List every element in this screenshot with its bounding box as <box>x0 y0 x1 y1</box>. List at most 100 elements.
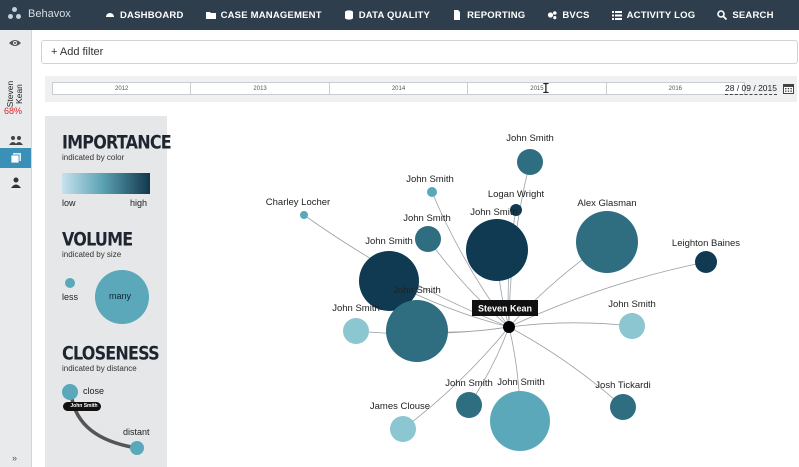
contact-node-label[interactable]: John Smith <box>497 377 545 388</box>
closeness-subtitle: indicated by distance <box>62 364 137 373</box>
closeness-distant-label: distant <box>123 427 150 437</box>
timeline-year[interactable]: 2012 <box>53 83 192 94</box>
contact-node[interactable] <box>695 251 717 273</box>
large-volume-circle <box>95 270 149 324</box>
graph-center: Steven Kean <box>472 300 538 333</box>
contact-node-label[interactable]: John Smith <box>403 213 451 224</box>
relationship-network-graph[interactable]: John Smith John Smith Logan Wright John Smi… <box>167 102 799 467</box>
nav-dashboard-label: DASHBOARD <box>120 9 184 21</box>
volume-subtitle: indicated by size <box>62 250 122 259</box>
closeness-connector <box>69 391 138 450</box>
user-icon <box>10 177 21 188</box>
contact-node-label[interactable]: John Smith <box>445 378 493 389</box>
graph-edge <box>402 326 510 430</box>
contact-node[interactable] <box>576 211 638 273</box>
closeness-close-label: close <box>83 386 105 396</box>
contact-node[interactable] <box>456 392 482 418</box>
volume-many-label: many <box>109 291 132 301</box>
people-network-button[interactable] <box>0 130 31 150</box>
nav-case-management-label: CASE MANAGEMENT <box>220 9 322 21</box>
stack-icon <box>10 153 21 164</box>
database-icon <box>344 10 353 20</box>
nav-search[interactable]: SEARCH <box>717 10 773 21</box>
timeline-year[interactable]: 2015 <box>468 83 607 94</box>
nav-reporting-label: REPORTING <box>467 9 526 21</box>
contact-node[interactable] <box>610 394 636 420</box>
importance-high-label: high <box>130 198 148 208</box>
contact-node-label[interactable]: Charley Locher <box>266 197 330 208</box>
dashboard-icon <box>106 13 114 17</box>
contact-node-label[interactable]: John Smith <box>365 236 413 247</box>
center-person-node[interactable] <box>503 321 515 333</box>
contact-node[interactable] <box>490 391 550 451</box>
legend-panel: IMPORTANCE indicated by color low high V… <box>45 116 172 467</box>
contact-node[interactable] <box>359 251 419 311</box>
contact-node-label[interactable]: Leighton Baines <box>672 238 740 249</box>
list-icon <box>611 11 622 20</box>
timeline-year[interactable]: 2014 <box>330 83 469 94</box>
contact-node-label[interactable]: Alex Glasman <box>577 198 636 209</box>
graph-edge <box>508 261 707 328</box>
cases-button[interactable] <box>0 148 31 168</box>
brand[interactable]: Behavox <box>8 7 71 21</box>
document-icon <box>454 10 461 20</box>
center-label-background <box>472 300 538 316</box>
person-name: Steven Kean <box>5 80 24 108</box>
contact-node[interactable] <box>300 211 308 219</box>
graph-edge <box>508 326 624 408</box>
timeline-panel: 2012 2013 2014 2015 2016 <box>45 76 797 102</box>
example-name-label: John Smith <box>70 403 98 409</box>
profile-button[interactable] <box>0 172 31 192</box>
add-filter-bar[interactable]: + Add filter <box>41 40 798 64</box>
contact-node[interactable] <box>427 187 437 197</box>
contact-node[interactable] <box>466 219 528 281</box>
distant-circle <box>130 441 144 455</box>
nav-reporting[interactable]: REPORTING <box>452 10 525 21</box>
users-icon <box>8 136 23 145</box>
search-icon <box>717 10 728 20</box>
contact-node[interactable] <box>386 300 448 362</box>
center-person-label[interactable]: Steven Kean <box>478 304 532 314</box>
contact-node[interactable] <box>517 149 543 175</box>
eye-icon[interactable] <box>8 38 22 48</box>
contact-node[interactable] <box>390 416 416 442</box>
timeline-year[interactable]: 2016 <box>668 85 682 92</box>
contact-node[interactable] <box>510 204 522 216</box>
behavox-logo-icon <box>8 7 22 21</box>
contact-node-label[interactable]: John Smith <box>406 174 454 185</box>
nav-data-quality-label: DATA QUALITY <box>358 9 431 21</box>
calendar-icon[interactable] <box>783 83 794 94</box>
contact-node-label[interactable]: John Smith <box>608 299 656 310</box>
nav-bvcs[interactable]: BVCS <box>547 10 589 21</box>
volume-title: VOLUME <box>62 228 133 250</box>
contact-node[interactable] <box>619 313 645 339</box>
contact-node[interactable] <box>343 318 369 344</box>
graph-nodes: John Smith John Smith Logan Wright John Smi… <box>266 133 740 451</box>
brand-name: Behavox <box>28 8 71 20</box>
contact-node-label[interactable]: James Clouse <box>370 401 430 412</box>
timeline-year[interactable]: 2013 <box>191 83 330 94</box>
example-name-pill <box>63 402 101 411</box>
contact-node-label[interactable]: John Smith <box>332 303 380 314</box>
nav-data-quality[interactable]: DATA QUALITY <box>344 10 430 21</box>
timeline-slider[interactable]: 2012 2013 2014 2015 2016 <box>52 82 745 95</box>
nav-activity-log-label: ACTIVITY LOG <box>626 9 696 21</box>
nav-dashboard[interactable]: DASHBOARD <box>105 10 184 21</box>
volume-less-label: less <box>62 292 79 302</box>
contact-node-label[interactable]: John Smith <box>470 207 518 218</box>
nav-bvcs-label: BVCS <box>562 9 590 21</box>
risk-percent: 68% <box>4 106 23 116</box>
importance-title: IMPORTANCE <box>62 131 172 153</box>
date-input[interactable]: 28 / 09 / 2015 <box>725 83 777 95</box>
contact-node-label[interactable]: Josh Tickardi <box>595 380 650 391</box>
nav-activity-log[interactable]: ACTIVITY LOG <box>611 9 696 21</box>
contact-node-label[interactable]: John Smith <box>506 133 554 144</box>
expand-sidebar-button[interactable]: » <box>12 453 18 463</box>
contact-node-label[interactable]: Logan Wright <box>488 189 545 200</box>
importance-low-label: low <box>62 198 76 208</box>
nav-search-label: SEARCH <box>732 9 774 21</box>
contact-node[interactable] <box>415 226 441 252</box>
closeness-title: CLOSENESS <box>62 342 160 364</box>
contact-node-label[interactable]: John Smith <box>393 285 441 296</box>
nav-case-management[interactable]: CASE MANAGEMENT <box>205 9 322 21</box>
